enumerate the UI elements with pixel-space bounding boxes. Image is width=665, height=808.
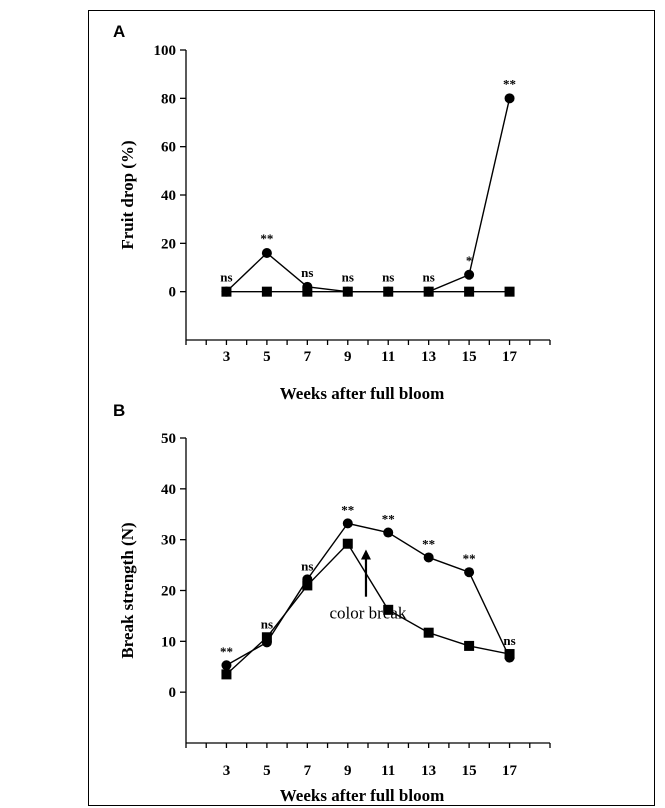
- data-point-circle: [424, 552, 434, 562]
- y-tick-label: 30: [161, 533, 176, 549]
- data-point-square: [262, 287, 272, 297]
- significance-label: ns: [342, 270, 354, 285]
- x-tick-label: 9: [344, 349, 352, 365]
- data-point-square: [464, 641, 474, 651]
- x-tick-label: 15: [462, 349, 477, 365]
- significance-label: ns: [301, 265, 313, 280]
- x-axis-title: Weeks after full bloom: [280, 786, 444, 805]
- y-tick-label: 100: [154, 43, 177, 59]
- data-point-circle: [302, 574, 312, 584]
- y-tick-label: 10: [161, 634, 176, 650]
- y-tick-label: 0: [169, 285, 177, 301]
- x-tick-label: 3: [223, 349, 231, 365]
- data-point-circle: [221, 287, 231, 297]
- x-tick-label: 17: [502, 349, 518, 365]
- panel-label: A: [113, 22, 125, 41]
- y-tick-label: 0: [169, 685, 177, 701]
- data-point-circle: [221, 660, 231, 670]
- significance-label: **: [382, 512, 395, 527]
- data-point-square: [343, 539, 353, 549]
- x-tick-label: 5: [263, 349, 271, 365]
- data-point-square: [464, 287, 474, 297]
- data-point-circle: [383, 528, 393, 538]
- y-tick-label: 60: [161, 140, 176, 156]
- data-point-circle: [343, 287, 353, 297]
- significance-label: **: [260, 231, 273, 246]
- significance-label: **: [463, 551, 476, 566]
- data-point-circle: [505, 93, 515, 103]
- data-point-square: [424, 628, 434, 638]
- data-point-circle: [505, 653, 515, 663]
- data-point-circle: [302, 282, 312, 292]
- significance-label: ns: [503, 633, 515, 648]
- data-point-circle: [262, 248, 272, 258]
- significance-label: *: [466, 253, 473, 268]
- significance-label: ns: [423, 270, 435, 285]
- data-point-square: [221, 669, 231, 679]
- y-tick-label: 20: [161, 236, 176, 252]
- significance-label: ns: [261, 616, 273, 631]
- y-tick-label: 80: [161, 91, 176, 107]
- color-break-arrow-head: [361, 549, 371, 559]
- y-tick-label: 40: [161, 482, 176, 498]
- significance-label: ns: [382, 270, 394, 285]
- x-tick-label: 11: [381, 763, 395, 779]
- significance-label: **: [422, 536, 435, 551]
- x-tick-label: 15: [462, 763, 477, 779]
- x-tick-label: 5: [263, 763, 271, 779]
- significance-label: **: [220, 644, 233, 659]
- y-tick-label: 40: [161, 188, 176, 204]
- significance-label: **: [341, 502, 354, 517]
- data-point-circle: [383, 287, 393, 297]
- x-tick-label: 13: [421, 763, 436, 779]
- x-tick-label: 9: [344, 763, 352, 779]
- x-tick-label: 7: [304, 763, 312, 779]
- x-tick-label: 17: [502, 763, 518, 779]
- x-tick-label: 3: [223, 763, 231, 779]
- x-tick-label: 7: [304, 349, 312, 365]
- data-point-circle: [464, 567, 474, 577]
- y-tick-label: 50: [161, 431, 176, 447]
- data-point-circle: [464, 270, 474, 280]
- y-axis-title: Fruit drop (%): [118, 140, 137, 249]
- data-point-circle: [262, 637, 272, 647]
- y-axis-title: Break strength (N): [118, 522, 137, 658]
- data-point-circle: [424, 287, 434, 297]
- x-axis-title: Weeks after full bloom: [280, 384, 444, 403]
- y-tick-label: 20: [161, 584, 176, 600]
- x-tick-label: 13: [421, 349, 436, 365]
- significance-label: **: [503, 76, 516, 91]
- panel-label: B: [113, 401, 125, 420]
- color-break-annotation: color break: [330, 604, 407, 623]
- data-point-circle: [343, 518, 353, 528]
- significance-label: ns: [220, 270, 232, 285]
- data-point-square: [505, 287, 515, 297]
- significance-label: ns: [301, 558, 313, 573]
- x-tick-label: 11: [381, 349, 395, 365]
